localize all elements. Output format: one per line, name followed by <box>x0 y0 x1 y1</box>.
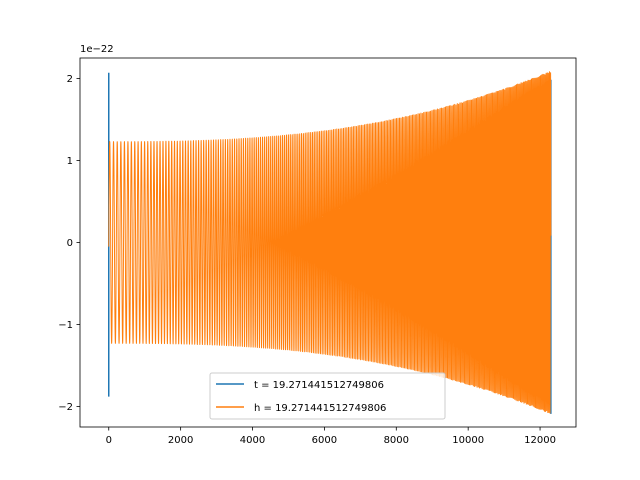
x-tick-label: 10000 <box>452 435 484 446</box>
y-offset-label: 1e−22 <box>80 44 114 55</box>
legend-box <box>209 372 446 420</box>
x-tick-label: 8000 <box>384 435 409 446</box>
x-tick-label: 6000 <box>312 435 337 446</box>
y-tick-label: −2 <box>58 402 73 413</box>
x-tick-label: 0 <box>106 435 112 446</box>
legend-label-t: t = 19.271441512749806 <box>254 380 384 391</box>
y-axis: −2 −1 0 1 2 <box>58 74 80 413</box>
y-tick-label: 0 <box>67 238 73 249</box>
x-tick-label: 4000 <box>240 435 265 446</box>
y-tick-label: 1 <box>67 156 73 167</box>
x-tick-label: 2000 <box>168 435 193 446</box>
series-h-line <box>108 71 552 414</box>
x-axis: 0 2000 4000 6000 8000 10000 12000 <box>106 427 556 446</box>
legend-label-h: h = 19.271441512749806 <box>254 403 386 414</box>
y-tick-label: 2 <box>67 74 73 85</box>
x-tick-label: 12000 <box>524 435 556 446</box>
y-tick-label: −1 <box>58 320 73 331</box>
legend: t = 19.271441512749806 h = 19.2714415127… <box>209 372 446 420</box>
